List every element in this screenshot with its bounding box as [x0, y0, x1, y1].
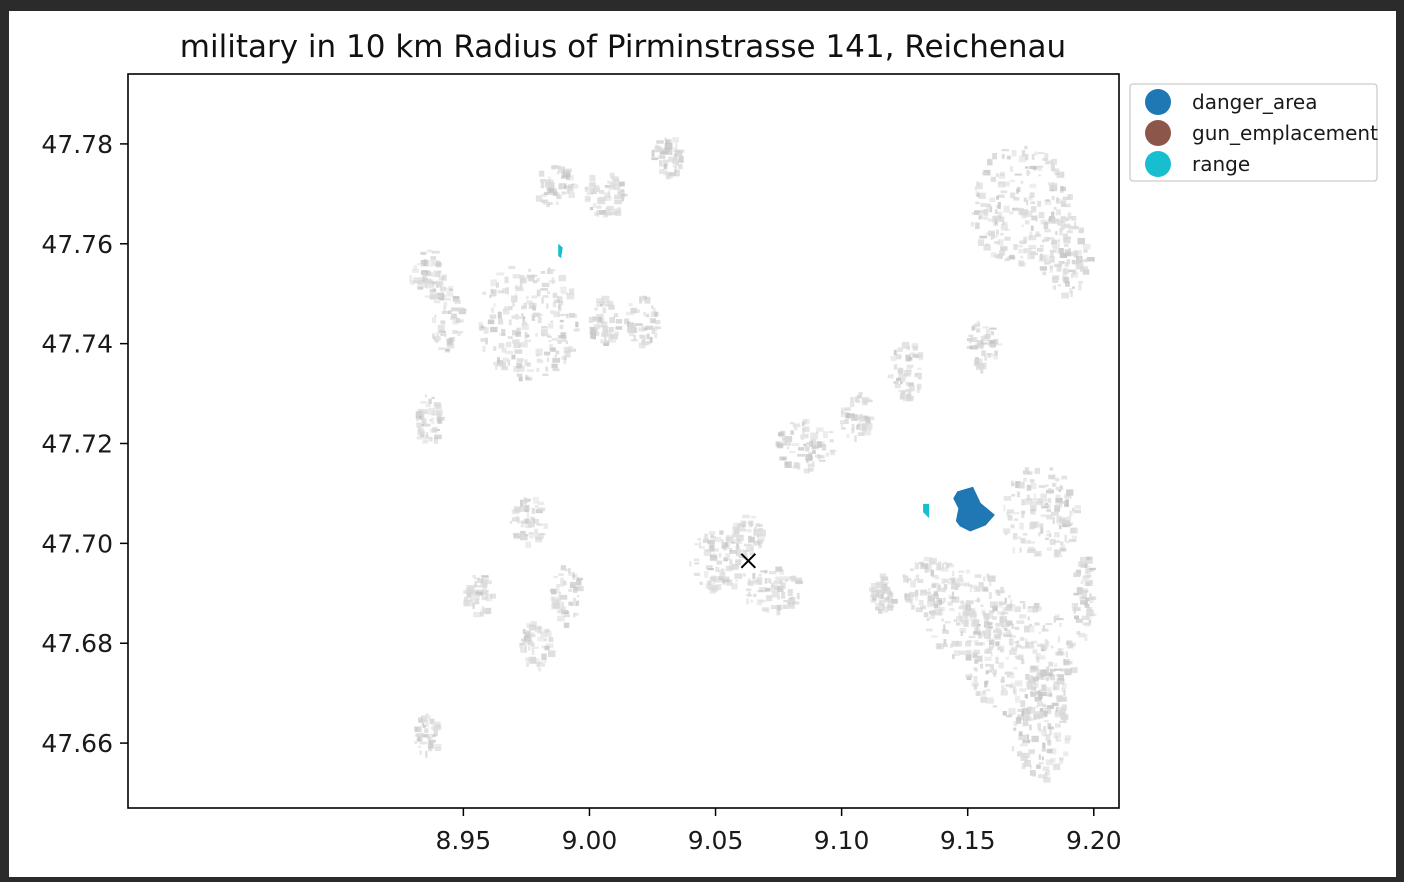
military-features-layer [558, 243, 995, 532]
x-tick-label: 8.95 [436, 826, 492, 855]
y-tick-label: 47.72 [41, 429, 113, 458]
y-tick-label: 47.66 [41, 729, 113, 758]
map-title: military in 10 km Radius of Pirminstrass… [180, 29, 1066, 65]
building-cluster [869, 573, 898, 614]
building-cluster [970, 145, 1073, 267]
building-cluster [651, 137, 685, 180]
y-axis: 47.66 47.68 47.70 47.72 47.74 47.76 47.78 [41, 130, 128, 758]
building-cluster [1039, 215, 1095, 299]
building-cluster [887, 341, 924, 402]
building-cluster [584, 172, 628, 218]
x-tick-label: 9.00 [562, 826, 618, 855]
y-tick-label: 47.78 [41, 130, 113, 159]
center-marker-layer [740, 553, 757, 569]
building-cluster [409, 249, 447, 300]
x-tick-label: 9.05 [688, 826, 744, 855]
y-tick-label: 47.68 [41, 629, 113, 658]
legend-label: range [1192, 152, 1250, 176]
building-cluster [415, 394, 446, 444]
building-cluster [624, 295, 661, 349]
danger-area-polygon [953, 486, 995, 532]
x-axis: 8.95 9.00 9.05 9.10 9.15 9.20 [436, 808, 1122, 855]
building-cluster [535, 165, 579, 208]
building-cluster [925, 569, 1018, 659]
building-cluster [519, 621, 556, 672]
figure-frame: military in 10 km Radius of Pirminstrass… [9, 11, 1396, 877]
building-cluster [588, 295, 623, 346]
plot-frame [127, 73, 1120, 809]
building-areas-layer [409, 137, 1097, 783]
legend-label: gun_emplacement [1192, 121, 1378, 145]
building-cluster [478, 266, 581, 382]
x-tick-label: 9.20 [1066, 826, 1122, 855]
building-cluster [1071, 556, 1097, 641]
building-cluster [840, 392, 875, 443]
building-cluster [732, 514, 766, 556]
building-cluster [966, 320, 1003, 374]
y-tick-label: 47.70 [41, 529, 113, 558]
x-tick-label: 9.10 [814, 826, 870, 855]
building-cluster [1008, 661, 1072, 783]
building-cluster [414, 713, 442, 758]
building-cluster [1003, 467, 1081, 558]
map-figure: military in 10 km Radius of Pirminstrass… [41, 29, 1378, 855]
building-cluster [509, 496, 548, 549]
building-cluster [902, 556, 966, 618]
range-polygon [558, 243, 563, 259]
building-cluster [746, 566, 804, 616]
y-tick-label: 47.76 [41, 230, 113, 259]
danger-area-legend-marker [1145, 89, 1171, 115]
building-cluster [689, 530, 752, 594]
gun-emplacement-legend-marker [1145, 120, 1171, 146]
center-x-marker [740, 553, 757, 569]
range-polygon [923, 503, 930, 519]
legend-box [1129, 83, 1378, 182]
range-legend-marker [1145, 151, 1171, 177]
building-cluster [549, 565, 584, 628]
building-cluster [775, 419, 837, 474]
building-cluster [432, 286, 468, 353]
y-tick-label: 47.74 [41, 330, 113, 359]
legend-label: danger_area [1192, 90, 1317, 114]
x-tick-label: 9.15 [940, 826, 996, 855]
building-cluster [463, 574, 496, 618]
